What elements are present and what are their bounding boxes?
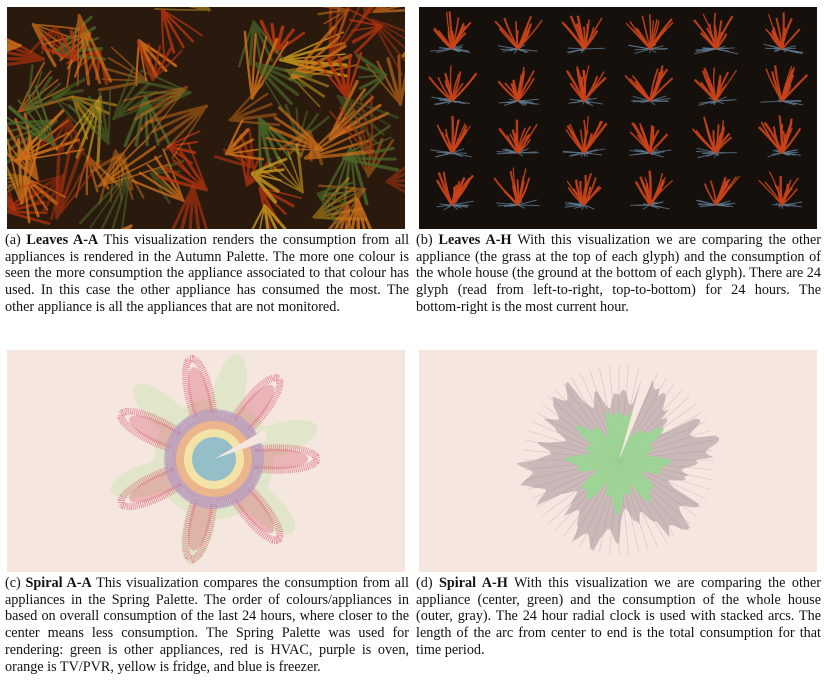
leaves-autumn-visualization <box>7 7 405 229</box>
figure-a-image <box>7 7 405 229</box>
spiral-house-visualization <box>419 350 817 572</box>
caption-d-label: (d) <box>416 575 433 591</box>
caption-d: (d) Spiral A-H With this visualization w… <box>416 575 821 659</box>
caption-d-text: With this visualization we are comparing… <box>416 575 822 658</box>
caption-c: (c) Spiral A-A This visualization compar… <box>5 575 409 675</box>
caption-b: (b) Leaves A-H With this visualization w… <box>416 232 821 316</box>
caption-a-title: Leaves A-A <box>26 232 99 248</box>
caption-d-title: Spiral A-H <box>439 575 508 591</box>
figure-d-image <box>419 350 817 572</box>
caption-c-text: This visualization compares the consumpt… <box>5 575 409 675</box>
caption-b-label: (b) <box>416 232 433 248</box>
caption-b-title: Leaves A-H <box>438 232 512 248</box>
figure-b-image <box>419 7 817 229</box>
caption-a-label: (a) <box>5 232 21 248</box>
caption-a: (a) Leaves A-A This visualization render… <box>5 232 409 316</box>
caption-b-text: With this visualization we are comparing… <box>416 232 821 315</box>
caption-c-title: Spiral A-A <box>25 575 92 591</box>
caption-a-text: This visualization renders the consumpti… <box>5 232 410 315</box>
caption-c-label: (c) <box>5 575 21 591</box>
figure-c-image <box>7 350 405 572</box>
spiral-spring-visualization <box>7 350 405 572</box>
leaves-glyph-grid <box>419 7 817 229</box>
